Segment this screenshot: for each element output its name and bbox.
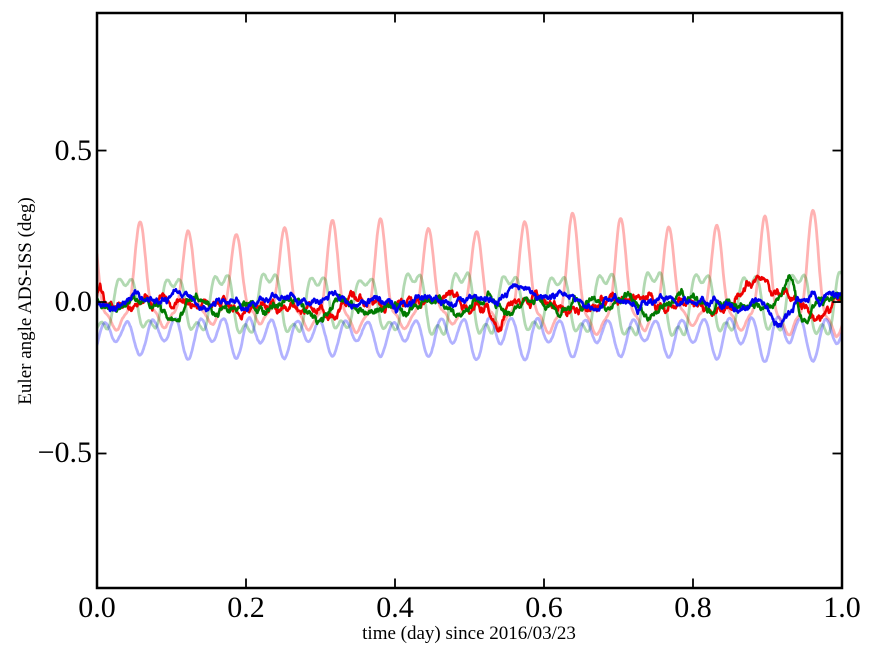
series-green-pale-line	[97, 270, 842, 337]
series-red-bold-line	[97, 274, 842, 333]
y-axis-label: Euler angle ADS-ISS (deg)	[15, 197, 36, 405]
series-blue-bold-line	[97, 283, 842, 328]
plot-series-layer	[97, 208, 842, 363]
x-axis-label: time (day) since 2016/03/23	[362, 623, 576, 644]
series-blue-pale-line	[97, 315, 842, 363]
axes-spines	[95, 11, 844, 590]
axes-frame-layer	[95, 11, 844, 590]
